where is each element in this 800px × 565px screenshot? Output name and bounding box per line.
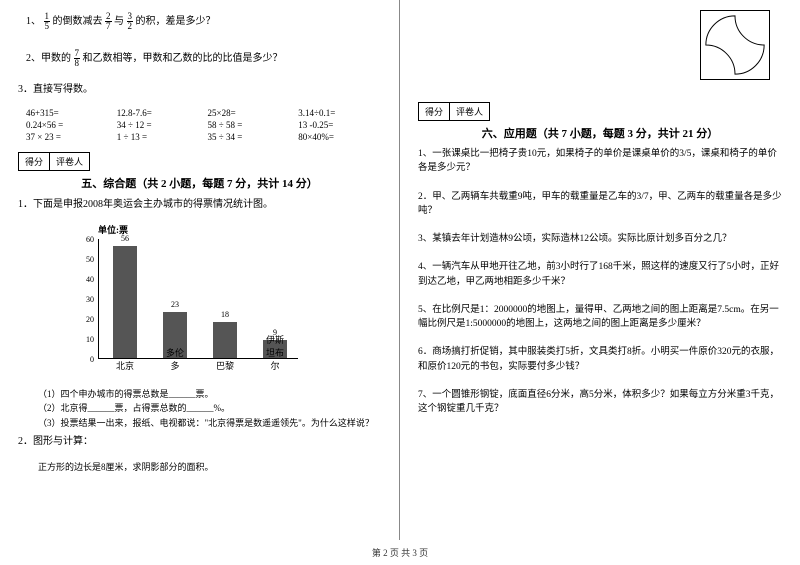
logo-figure — [700, 10, 770, 80]
app-q7: 7、一个圆锥形钢锭，底面直径6分米，高5分米，体积多少？如果每立方分米重3千克，… — [418, 388, 782, 417]
bar-toronto: 23多伦多 — [163, 312, 187, 358]
ytick: 20 — [68, 315, 94, 324]
q1-pre: 1、 — [26, 16, 41, 27]
leaf-icon — [701, 11, 769, 79]
calc-grid: 46+315= 12.8-7.6= 25×28= 3.14÷0.1= 0.24×… — [26, 108, 381, 142]
score-label: 得分 — [419, 103, 450, 120]
bar-value: 23 — [163, 300, 187, 309]
bar-chart: 单位:票 56北京 23多伦多 18巴黎 9伊斯坦布尔 60 50 40 30 … — [68, 223, 308, 383]
sub-q3: （3）投票结果一出来，报纸、电视都说："北京得票是数遥遥领先"。为什么这样说？ — [38, 416, 381, 430]
bar-paris: 18巴黎 — [213, 322, 237, 358]
bar-category: 巴黎 — [213, 359, 237, 372]
reviewer-label: 评卷人 — [450, 103, 489, 120]
fraction: 78 — [74, 49, 81, 68]
sub-q1: （1）四个申办城市的得票总数是______票。 — [38, 387, 381, 401]
app-q1: 1、一张课桌比一把椅子贵10元，如果椅子的单价是课桌单价的3/5，课桌和椅子的单… — [418, 147, 782, 176]
score-box: 得分 评卷人 — [18, 152, 90, 171]
bar-category: 多伦多 — [163, 346, 187, 372]
fraction: 32 — [127, 12, 134, 31]
bar-category: 伊斯坦布尔 — [263, 333, 287, 372]
text: 和乙数相等，甲数和乙数的比的比值是多少？ — [83, 53, 283, 64]
text: 2、甲数的 — [26, 53, 71, 64]
bar-value: 18 — [213, 310, 237, 319]
question-1: 1、 15 的倒数减去 27 与 32 的积，差是多少？ — [26, 12, 381, 31]
app-q6: 6．商场搞打折促销，其中服装类打5折，文具类打8折。小明买一件原价320元的衣服… — [418, 345, 782, 374]
fraction: 27 — [105, 12, 112, 31]
section-6-title: 六、应用题（共 7 小题，每题 3 分，共计 21 分） — [418, 125, 782, 141]
reviewer-label: 评卷人 — [50, 153, 89, 170]
calc-item: 12.8-7.6= — [117, 108, 200, 118]
page-footer: 第 2 页 共 3 页 — [0, 546, 800, 559]
comp-q2: 2．图形与计算： — [18, 434, 381, 450]
calc-item: 58 ÷ 58 = — [208, 120, 291, 130]
ytick: 10 — [68, 335, 94, 344]
app-q5: 5、在比例尺是1：2000000的地图上，量得甲、乙两地之间的图上距离是7.5c… — [418, 303, 782, 332]
app-q3: 3、某镇去年计划造林9公顷，实际造林12公顷。实际比原计划多百分之几？ — [418, 232, 782, 246]
text: 与 — [114, 16, 124, 27]
calc-item: 1 ÷ 13 = — [117, 132, 200, 142]
left-column: 1、 15 的倒数减去 27 与 32 的积，差是多少？ 2、甲数的 78 和乙… — [0, 0, 400, 540]
fraction: 15 — [44, 12, 51, 31]
chart-axes: 56北京 23多伦多 18巴黎 9伊斯坦布尔 — [98, 239, 298, 359]
calc-item: 46+315= — [26, 108, 109, 118]
ytick: 60 — [68, 235, 94, 244]
calc-item: 80×40%= — [298, 132, 381, 142]
calc-item: 3.14÷0.1= — [298, 108, 381, 118]
calc-item: 37 × 23 = — [26, 132, 109, 142]
text: 的倒数减去 — [53, 16, 103, 27]
bar-category: 北京 — [113, 359, 137, 372]
section-5-title: 五、综合题（共 2 小题，每题 7 分，共计 14 分） — [18, 175, 381, 191]
ytick: 50 — [68, 255, 94, 264]
calc-item: 35 ÷ 34 = — [208, 132, 291, 142]
ytick: 0 — [68, 355, 94, 364]
score-box: 得分 评卷人 — [418, 102, 490, 121]
comp-q2b: 正方形的边长是8厘米，求阴影部分的面积。 — [38, 460, 381, 474]
app-q4: 4、一辆汽车从甲地开往乙地，前3小时行了168千米，照这样的速度又行了5小时，正… — [418, 260, 782, 289]
right-column: 得分 评卷人 六、应用题（共 7 小题，每题 3 分，共计 21 分） 1、一张… — [400, 0, 800, 540]
calc-item: 25×28= — [208, 108, 291, 118]
app-q2: 2．甲、乙两辆车共载重9吨，甲车的载重量是乙车的3/7，甲、乙两车的载重量各是多… — [418, 190, 782, 219]
bar-beijing: 56北京 — [113, 246, 137, 358]
question-3: 3．直接写得数。 — [18, 82, 381, 98]
calc-item: 34 ÷ 12 = — [117, 120, 200, 130]
sub-q2: （2）北京得______票，占得票总数的______%。 — [38, 401, 381, 415]
question-2: 2、甲数的 78 和乙数相等，甲数和乙数的比的比值是多少？ — [26, 49, 381, 68]
text: 的积，差是多少？ — [136, 16, 216, 27]
calc-item: 0.24×56 = — [26, 120, 109, 130]
comp-q1: 1．下面是申报2008年奥运会主办城市的得票情况统计图。 — [18, 197, 381, 213]
ytick: 40 — [68, 275, 94, 284]
ytick: 30 — [68, 295, 94, 304]
bar-istanbul: 9伊斯坦布尔 — [263, 340, 287, 358]
calc-item: 13 -0.25= — [298, 120, 381, 130]
score-label: 得分 — [19, 153, 50, 170]
bar-value: 56 — [113, 234, 137, 243]
